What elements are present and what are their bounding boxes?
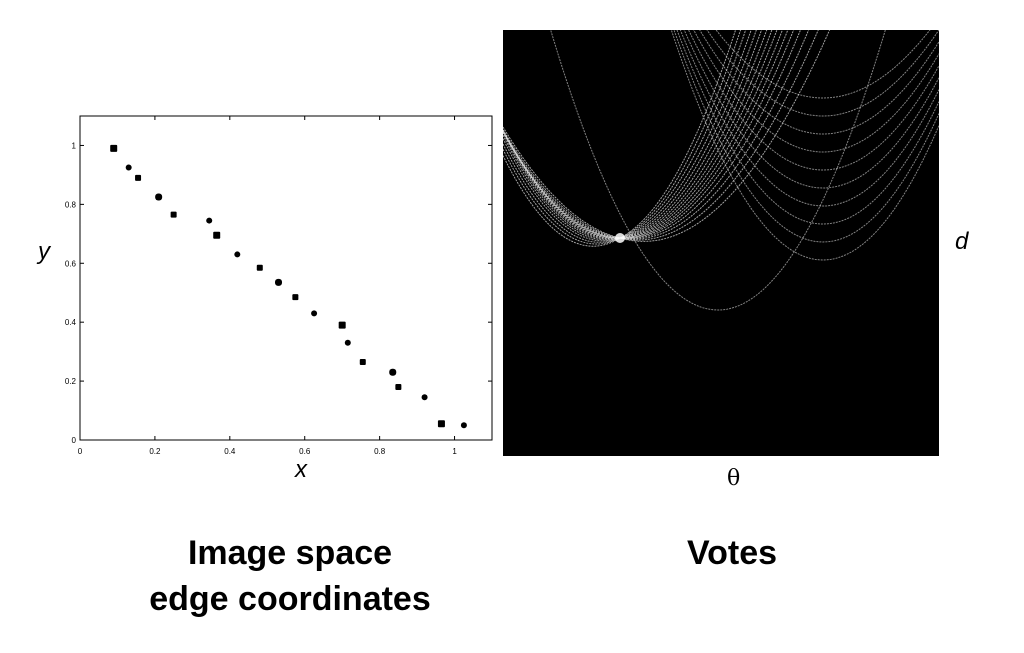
vote-curve xyxy=(503,30,757,241)
x-axis-label: x xyxy=(295,456,307,483)
vote-curve xyxy=(503,30,742,245)
x-tick-label: 0.6 xyxy=(299,447,311,456)
data-point xyxy=(292,294,299,301)
plot-frame xyxy=(79,115,493,441)
vote-curve xyxy=(688,30,939,171)
vote-curve xyxy=(503,30,752,242)
data-point xyxy=(421,394,428,401)
vote-curve xyxy=(503,30,778,239)
d-axis-label: d xyxy=(955,228,969,255)
hough-curves xyxy=(503,30,939,311)
data-point xyxy=(155,193,163,201)
y-axis-ticks: 0 0.2 0.4 0.6 0.8 1 xyxy=(65,141,492,445)
vote-curve xyxy=(503,30,773,239)
x-tick-label: 0 xyxy=(78,447,83,456)
data-point xyxy=(213,231,221,239)
image-space-scatter-plot: 0 0.2 0.4 0.6 0.8 1 0 0.2 0.4 0.6 0.8 1 xyxy=(65,115,493,456)
data-point xyxy=(256,264,263,271)
x-tick-label: 0.4 xyxy=(224,447,236,456)
data-point xyxy=(275,278,283,286)
data-point xyxy=(206,217,213,224)
x-tick-label: 0.2 xyxy=(149,447,161,456)
vote-curve xyxy=(503,30,783,239)
data-point xyxy=(170,211,177,218)
x-axis-ticks: 0 0.2 0.4 0.6 0.8 1 xyxy=(78,116,457,456)
y-tick-label: 1 xyxy=(72,141,77,150)
vote-curve xyxy=(503,30,831,242)
left-caption-line2: edge coordinates xyxy=(149,580,431,618)
vote-curve xyxy=(503,30,795,239)
y-tick-label: 0.6 xyxy=(65,259,77,268)
data-point xyxy=(234,251,241,258)
vote-curve xyxy=(503,30,802,240)
vote-curve xyxy=(503,30,819,241)
vote-curve xyxy=(676,30,939,225)
data-point xyxy=(135,174,142,181)
votes-accumulator-image xyxy=(503,30,939,456)
vote-curve xyxy=(503,30,789,239)
data-point xyxy=(389,368,397,376)
data-point xyxy=(125,164,132,171)
y-tick-label: 0 xyxy=(72,436,77,445)
y-tick-label: 0.2 xyxy=(65,377,77,386)
x-tick-label: 1 xyxy=(452,447,457,456)
right-caption: Votes xyxy=(686,534,778,572)
data-point xyxy=(338,321,346,329)
vote-curve xyxy=(503,30,810,240)
theta-axis-label: θ xyxy=(727,466,741,491)
left-caption: Image space edge coordinates xyxy=(90,530,490,622)
data-points xyxy=(110,144,467,429)
vote-peak xyxy=(615,233,625,243)
data-point xyxy=(359,358,366,365)
data-point xyxy=(395,383,402,390)
vote-curve xyxy=(706,30,939,117)
y-tick-label: 0.8 xyxy=(65,200,77,209)
data-point xyxy=(344,339,351,346)
vote-curve xyxy=(699,30,939,135)
vote-curve xyxy=(503,30,737,247)
vote-curve xyxy=(503,30,763,240)
vote-curve xyxy=(550,30,886,311)
vote-curve xyxy=(503,30,747,243)
vote-curve xyxy=(683,30,939,189)
y-axis-label: y xyxy=(38,238,50,265)
y-tick-label: 0.4 xyxy=(65,318,77,327)
data-point xyxy=(460,422,467,429)
data-point xyxy=(110,144,118,152)
vote-curve xyxy=(693,30,939,153)
vote-curve xyxy=(715,30,931,99)
left-caption-line1: Image space xyxy=(187,534,393,572)
vote-curve xyxy=(673,30,939,243)
data-point xyxy=(311,310,318,317)
x-tick-label: 0.8 xyxy=(374,447,386,456)
vote-curve xyxy=(503,30,768,240)
data-point xyxy=(437,420,445,428)
